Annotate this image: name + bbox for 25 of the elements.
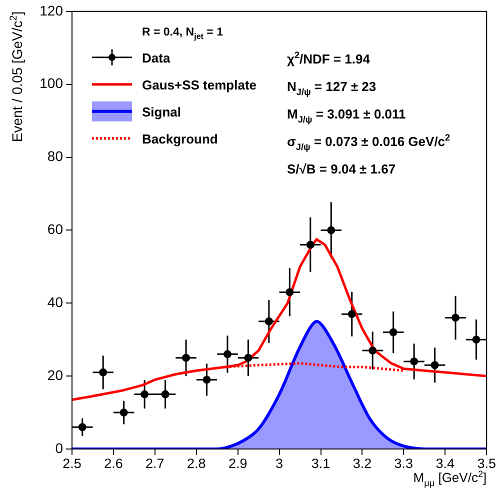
y-tick-label: 100	[40, 75, 64, 92]
x-tick-label: 3.1	[311, 456, 330, 471]
annotation: S/√B = 9.04 ± 1.67	[287, 161, 396, 176]
legend-label: Gaus+SS template	[142, 77, 257, 92]
x-tick-label: 3.4	[436, 456, 456, 471]
x-tick-label: 3.5	[477, 456, 496, 471]
y-tick-label: 0	[55, 440, 64, 456]
x-tick-label: 2.8	[186, 456, 206, 471]
legend-label: Background	[142, 131, 218, 146]
legend-label: Data	[142, 50, 171, 66]
y-tick-label: 120	[40, 2, 64, 18]
x-tick-label: 2.7	[146, 456, 164, 471]
x-tick-label: 2.6	[104, 456, 123, 471]
x-tick-label: 3.2	[352, 456, 372, 471]
point	[472, 336, 480, 344]
x-tick-label: 3	[276, 456, 284, 471]
x-tick-label: 2.5	[62, 456, 82, 471]
legend-label: Signal	[142, 104, 182, 120]
y-tick-label: 40	[47, 294, 64, 310]
y-tick-label: 20	[47, 366, 64, 383]
x-tick-label: 3.3	[394, 456, 414, 471]
y-tick-label: 60	[47, 221, 64, 238]
x-tick-label: 2.9	[228, 456, 248, 471]
y-axis-title: Event / 0.05 [GeV/c2]	[8, 11, 25, 142]
y-tick-label: 80	[47, 148, 64, 164]
